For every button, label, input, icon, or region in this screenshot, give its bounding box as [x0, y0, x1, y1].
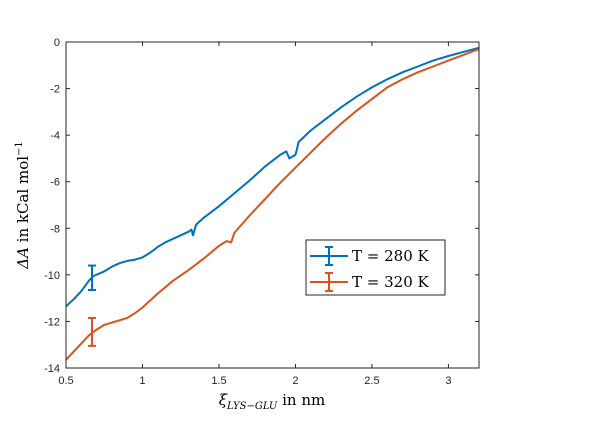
x-tick-label: 2.5 — [364, 375, 379, 387]
y-tick-label: -14 — [44, 363, 60, 375]
plot-frame — [65, 41, 480, 369]
x-tick-label: 0.5 — [58, 375, 73, 387]
y-axis-label-rest: in kCal mol — [14, 156, 32, 247]
x-tick-label: 2 — [292, 375, 298, 387]
y-tick-label: -4 — [50, 130, 60, 142]
x-tick-label: 1 — [139, 375, 145, 387]
y-axis-label: ΔA in kCal mol−1 — [14, 141, 32, 270]
x-axis-label-main: ξ — [219, 391, 228, 409]
x-axis-label-rest: in nm — [277, 391, 325, 409]
y-tick-label: -6 — [50, 177, 60, 189]
x-axis-label-sub: LYS−GLU — [226, 401, 278, 412]
x-tick-label: 3 — [445, 375, 451, 387]
x-axis-label: ξLYS−GLU in nm — [219, 391, 326, 412]
x-tick-label: 1.5 — [211, 375, 226, 387]
y-axis-label-sup: −1 — [14, 141, 25, 156]
series-layer — [65, 46, 480, 361]
series-line-1 — [65, 48, 480, 361]
y-tick-label: -10 — [44, 270, 60, 282]
svg-text:ΔA in kCal mol−1: ΔA in kCal mol−1 — [14, 141, 32, 270]
plot-background — [66, 42, 479, 368]
legend-label-280: T = 280 K — [352, 247, 430, 265]
legend: T = 280 K T = 320 K — [305, 239, 446, 296]
y-tick-label: -12 — [44, 316, 60, 328]
legend-entry-320: T = 320 K — [310, 272, 430, 292]
legend-label-320: T = 320 K — [352, 273, 430, 291]
y-axis-label-main: ΔA — [14, 247, 32, 270]
legend-entry-280: T = 280 K — [310, 246, 430, 266]
series-line-0 — [65, 46, 480, 308]
y-tick-label: -2 — [50, 84, 60, 96]
svg-text:ξLYS−GLU in nm: ξLYS−GLU in nm — [219, 391, 326, 412]
axes-layer: 0.5 1 1.5 2 2.5 3 0 -2 -4 -6 -8 -10 -12 -14 — [44, 37, 479, 387]
y-tick-label: -8 — [50, 223, 60, 235]
y-tick-label: 0 — [54, 37, 60, 49]
